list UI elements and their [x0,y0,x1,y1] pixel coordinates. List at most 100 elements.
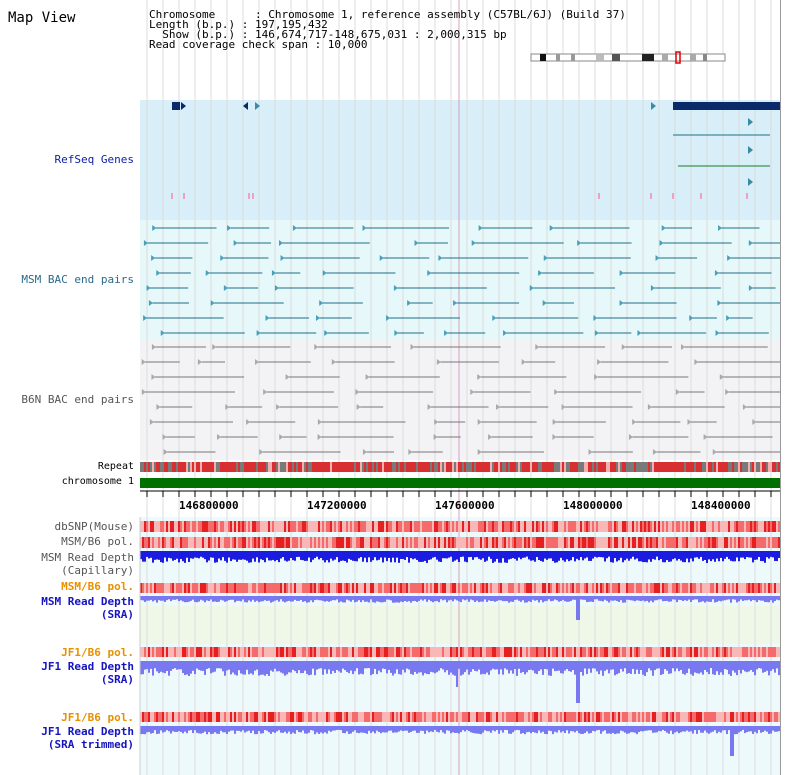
polymorphism-bin [390,583,392,593]
polymorphism-bin [402,537,404,548]
read-depth-bin [648,726,650,731]
polymorphism-bin [690,647,692,657]
read-depth-bin [208,596,210,602]
repeat-segment [278,462,280,472]
polymorphism-bin [426,537,428,548]
read-depth-bin [382,551,384,563]
read-depth-bin [764,661,766,672]
track-label-refseq-genes[interactable]: RefSeq Genes [54,153,134,166]
polymorphism-bin [756,537,758,548]
read-depth-bin [620,551,622,558]
repeat-segment [406,462,408,472]
polymorphism-bin [194,521,196,532]
read-depth-bin [600,726,602,734]
msm-bac-end [315,315,320,321]
polymorphism-bin [664,583,666,593]
polymorphism-bin [558,583,560,593]
track-label-b6n-bac[interactable]: B6N BAC end pairs [21,393,134,406]
polymorphism-bin [470,647,472,657]
polymorphism-bin [758,647,760,657]
read-depth-bin [202,726,204,733]
repeat-segment [702,462,704,472]
polymorphism-bin [636,647,638,657]
read-depth-bin [702,661,704,675]
polymorphism-bin [152,583,154,593]
polymorphism-bin [600,521,602,532]
polymorphism-bin [710,583,712,593]
repeat-segment [326,462,328,472]
polymorphism-bin [526,647,528,657]
polymorphism-bin [328,712,330,722]
polymorphism-bin [488,583,490,593]
polymorphism-bin [552,712,554,722]
polymorphism-bin [364,712,366,722]
polymorphism-bin [348,583,350,593]
polymorphism-bin [314,521,316,532]
read-depth-bin [210,551,212,558]
read-depth-bin [572,661,574,671]
polymorphism-bin [498,537,500,548]
polymorphism-bin [378,647,380,657]
track-label-msm-read-depth-capillary[interactable]: MSM Read Depth [41,551,134,564]
repeat-segment [260,462,262,472]
read-depth-bin [206,596,208,601]
polymorphism-bin [744,583,746,593]
polymorphism-bin [258,521,260,532]
track-label-jf1-read-depth-trimmed[interactable]: JF1 Read Depth [41,725,134,738]
read-depth-bin [430,726,432,732]
polymorphism-bin [304,712,306,722]
read-depth-bin [274,726,276,733]
repeat-segment [146,462,148,472]
polymorphism-bin [388,537,390,548]
repeat-segment [744,462,746,472]
read-depth-bin [342,726,344,733]
repeat-segment [452,462,454,472]
read-depth-bin [732,661,734,671]
polymorphism-bin [438,537,440,548]
track-label-dbsnp[interactable]: dbSNP(Mouse) [54,520,134,533]
track-label-msm-read-depth-sra[interactable]: MSM Read Depth [41,595,134,608]
track-label-jf1-read-depth-sra[interactable]: JF1 Read Depth [41,660,134,673]
polymorphism-bin [530,537,532,548]
polymorphism-bin [342,537,344,548]
read-depth-bin [574,661,576,675]
track-label-msm-bac[interactable]: MSM BAC end pairs [21,273,134,286]
polymorphism-bin [688,647,690,657]
read-depth-bin [188,661,190,676]
read-depth-bin [552,596,554,601]
read-depth-bin [696,596,698,600]
polymorphism-bin [722,647,724,657]
read-depth-bin [168,551,170,558]
polymorphism-bin [354,583,356,593]
polymorphism-bin [314,583,316,593]
polymorphism-bin [614,647,616,657]
read-depth-bin [394,661,396,674]
track-label-jf1-b6-pol-1[interactable]: JF1/B6 pol. [61,646,134,659]
read-depth-bin [332,726,334,731]
repeat-segment [574,462,576,472]
read-depth-bin [396,726,398,733]
read-depth-bin [618,726,620,734]
b6n-bac-end [535,344,540,350]
msm-bac-end [661,225,666,231]
track-label-msm-b6-pol-2[interactable]: MSM/B6 pol. [61,580,134,593]
track-label-repeat[interactable]: Repeat [97,461,134,472]
track-label-jf1-b6-pol-2[interactable]: JF1/B6 pol. [61,711,134,724]
track-label-msm-b6-pol-1[interactable]: MSM/B6 pol. [61,535,134,548]
polymorphism-bin [422,521,424,532]
read-depth-bin [550,551,552,559]
read-depth-bin [568,661,570,672]
polymorphism-bin [348,647,350,657]
read-depth-bin [148,551,150,559]
polymorphism-bin [620,583,622,593]
read-depth-bin [248,551,250,563]
read-depth-bin [696,661,698,674]
b6n-bac-end [259,449,264,455]
read-depth-bin [420,596,422,600]
polymorphism-bin [556,521,558,532]
msm-bac-end [280,255,285,261]
read-depth-bin [628,551,630,561]
polymorphism-bin [340,521,342,532]
b6n-bac-end [687,419,692,425]
